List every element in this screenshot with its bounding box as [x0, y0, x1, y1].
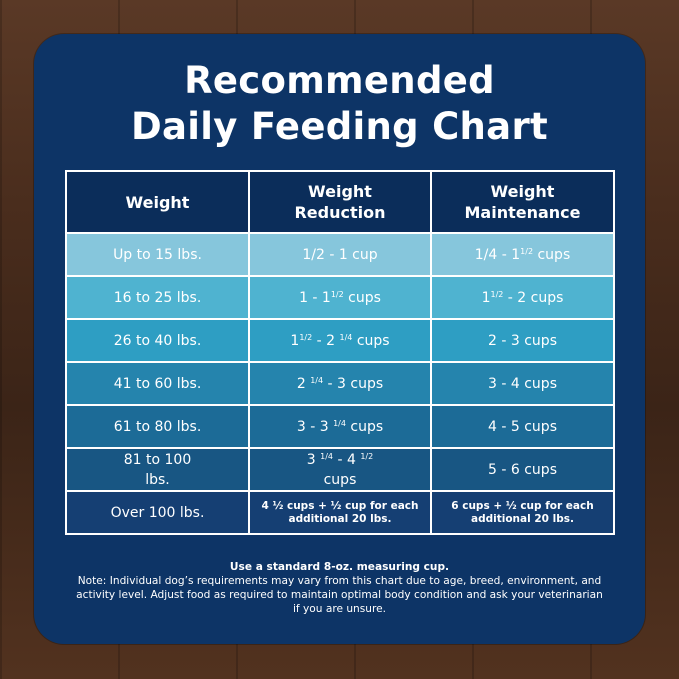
amount-text: cups [352, 332, 390, 349]
disclaimer-text: Note: Individual dog’s requirements may … [76, 575, 603, 615]
header-weight: Weight [65, 170, 250, 234]
header-reduction-line-2: Reduction [294, 203, 386, 222]
amount-line-2: additional 20 lbs. [471, 512, 574, 525]
fraction-superscript: 1/2 [490, 289, 504, 299]
reduction-cell: 2 1/4 - 3 cups [248, 361, 432, 406]
amount-text: - 3 cups [323, 375, 384, 392]
fraction-superscript: 1/2 [360, 451, 374, 461]
amount-text: 3 - 3 [296, 418, 334, 435]
weight-line-1: 81 to 100 [123, 451, 192, 468]
header-maintenance-line-2: Maintenance [464, 203, 581, 222]
table-row: 16 to 25 lbs. 1 - 11/2 cups 11/2 - 2 cup… [65, 275, 615, 320]
maintenance-cell: 11/2 - 2 cups [430, 275, 615, 320]
maintenance-cell: 3 - 4 cups [430, 361, 615, 406]
amount-text: - 2 cups [503, 289, 564, 306]
fraction-superscript: 1/2 [330, 289, 344, 299]
amount-line-1: 6 cups + ½ cup for each [451, 499, 594, 512]
maintenance-cell: 2 - 3 cups [430, 318, 615, 363]
amount-text: cups [533, 246, 571, 263]
reduction-cell: 3 - 3 1/4 cups [248, 404, 432, 449]
reduction-cell: 4 ½ cups + ½ cup for each additional 20 l… [248, 490, 432, 535]
footnotes: Use a standard 8-oz. measuring cup. Note… [74, 560, 605, 616]
maintenance-cell: 1/4 - 11/2 cups [430, 232, 615, 277]
amount-line-2: additional 20 lbs. [288, 512, 392, 525]
amount-text: cups [343, 289, 381, 306]
header-maintenance-line-1: Weight [490, 182, 555, 201]
amount-text: cups [345, 418, 384, 435]
reduction-cell: 3 1/4 - 4 1/2 cups [248, 447, 432, 492]
weight-cell: Over 100 lbs. [65, 490, 250, 535]
table-row: 61 to 80 lbs. 3 - 3 1/4 cups 4 - 5 cups [65, 404, 615, 449]
title-line-1: Recommended [184, 59, 495, 102]
amount-text: - 2 [312, 332, 340, 349]
header-reduction: Weight Reduction [248, 170, 432, 234]
table-row: Over 100 lbs. 4 ½ cups + ½ cup for each a… [65, 490, 615, 535]
header-row: Weight Weight Reduction Weight Maintenan… [65, 170, 615, 234]
measuring-instruction: Use a standard 8-oz. measuring cup. [229, 561, 450, 573]
amount-text: 1 [481, 289, 491, 306]
table-row: 81 to 100 lbs. 3 1/4 - 4 1/2 cups 5 - 6 cu… [65, 447, 615, 492]
weight-cell: 26 to 40 lbs. [65, 318, 250, 363]
fraction-superscript: 1/4 [310, 375, 324, 385]
fraction-superscript: 1/2 [299, 332, 313, 342]
reduction-cell: 1 - 11/2 cups [248, 275, 432, 320]
fraction-superscript: 1/4 [333, 418, 346, 428]
header-maintenance: Weight Maintenance [430, 170, 615, 234]
table-row: 26 to 40 lbs. 11/2 - 2 1/4 cups 2 - 3 cu… [65, 318, 615, 363]
weight-cell: 81 to 100 lbs. [65, 447, 250, 492]
maintenance-cell: 6 cups + ½ cup for each additional 20 lbs… [430, 490, 615, 535]
weight-cell: 41 to 60 lbs. [65, 361, 250, 406]
fraction-superscript: 1/2 [520, 246, 534, 256]
maintenance-cell: 4 - 5 cups [430, 404, 615, 449]
fraction-superscript: 1/4 [339, 332, 353, 342]
feeding-table: Weight Weight Reduction Weight Maintenan… [65, 170, 615, 535]
amount-line-1: 4 ½ cups + ½ cup for each [261, 499, 419, 512]
amount-text: 3 [306, 451, 321, 468]
amount-text: 1 - 1 [299, 289, 331, 306]
fraction-superscript: 1/4 [320, 451, 334, 461]
header-reduction-line-1: Weight [308, 182, 372, 201]
weight-cell: 16 to 25 lbs. [65, 275, 250, 320]
reduction-cell: 1/2 - 1 cup [248, 232, 432, 277]
maintenance-cell: 5 - 6 cups [430, 447, 615, 492]
amount-text: 1/4 - 1 [474, 246, 521, 263]
amount-text: 1 [290, 332, 300, 349]
page-title: Recommended Daily Feeding Chart [0, 58, 679, 150]
amount-text: cups [323, 471, 357, 488]
weight-cell: Up to 15 lbs. [65, 232, 250, 277]
amount-text: - 4 [333, 451, 361, 468]
table-row: 41 to 60 lbs. 2 1/4 - 3 cups 3 - 4 cups [65, 361, 615, 406]
weight-cell: 61 to 80 lbs. [65, 404, 250, 449]
amount-text: 2 [296, 375, 311, 392]
weight-line-2: lbs. [145, 471, 170, 488]
table-row: Up to 15 lbs. 1/2 - 1 cup 1/4 - 11/2 cup… [65, 232, 615, 277]
title-line-2: Daily Feeding Chart [131, 105, 548, 148]
reduction-cell: 11/2 - 2 1/4 cups [248, 318, 432, 363]
